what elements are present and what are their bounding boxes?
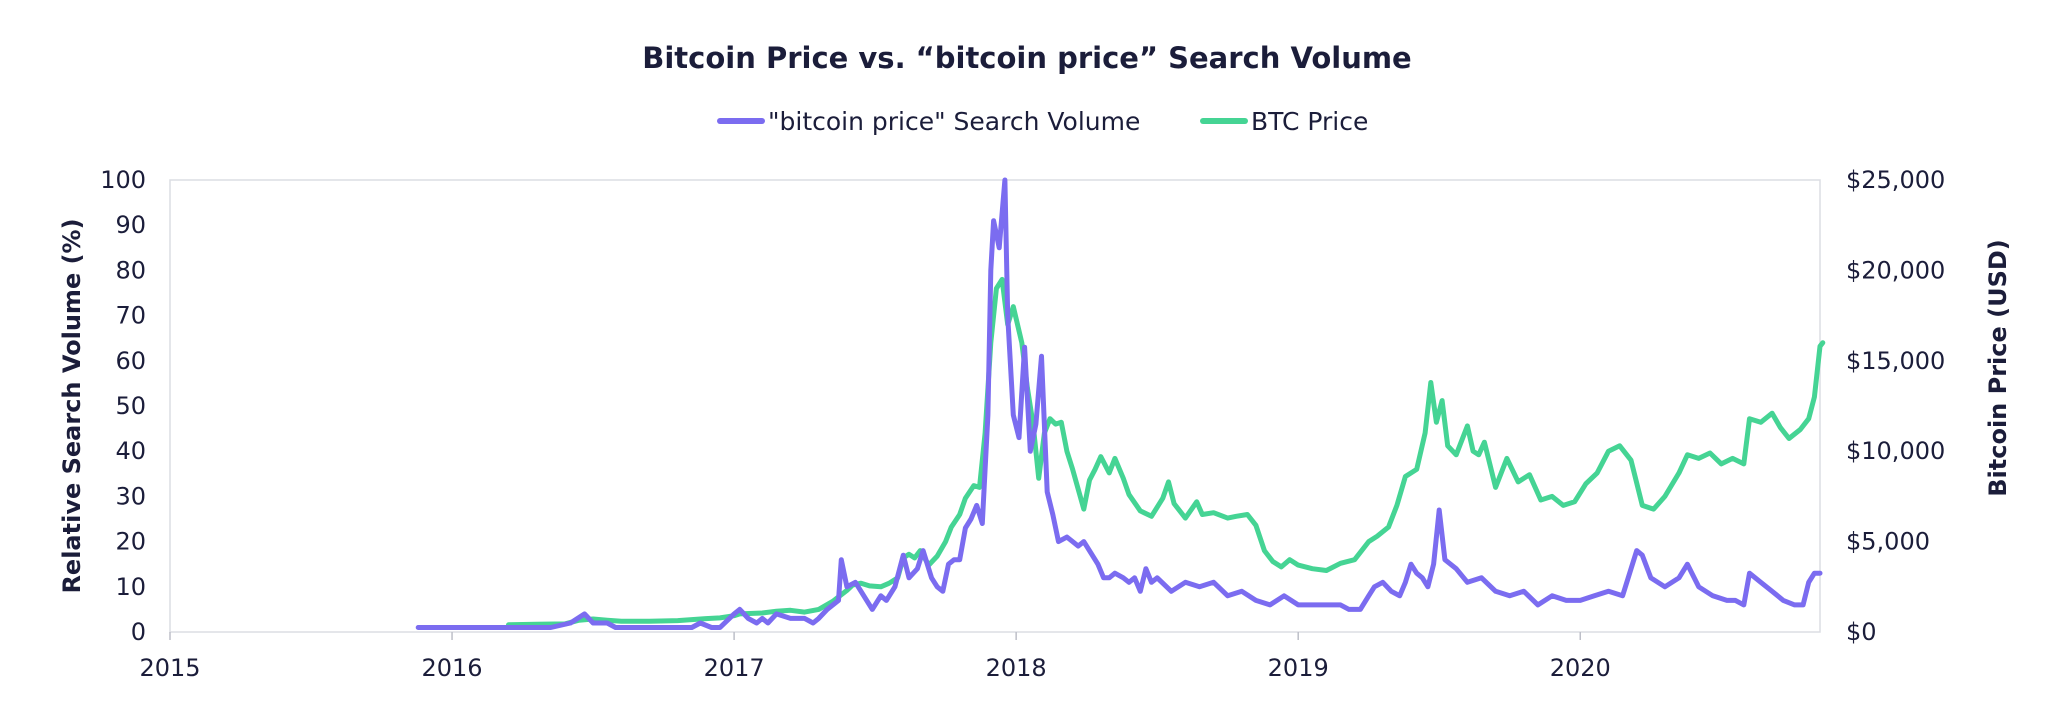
left-tick-label: 50	[115, 392, 146, 420]
right-tick-label: $25,000	[1846, 166, 1945, 194]
right-tick-label: $15,000	[1846, 347, 1945, 375]
left-tick-label: 20	[115, 528, 146, 556]
left-axis-label: Relative Search Volume (%)	[58, 218, 86, 593]
right-tick-label: $20,000	[1846, 256, 1945, 284]
left-tick-label: 10	[115, 573, 146, 601]
legend-label-search-volume: "bitcoin price" Search Volume	[768, 107, 1140, 136]
left-axis-ticks: 0 10 20 30 40 50 60 70 80 90 100	[100, 166, 146, 646]
btc-price-line	[506, 276, 1826, 628]
left-tick-label: 60	[115, 347, 146, 375]
left-tick-label: 0	[131, 618, 146, 646]
left-tick-label: 80	[115, 256, 146, 284]
left-tick-label: 90	[115, 211, 146, 239]
x-tick-label: 2019	[1268, 654, 1329, 682]
x-tick-label: 2016	[422, 654, 483, 682]
x-axis-ticks: 2015 2016 2017 2018 2019 2020	[139, 632, 1611, 682]
x-tick-label: 2020	[1550, 654, 1611, 682]
left-tick-label: 40	[115, 437, 146, 465]
series-group	[415, 177, 1826, 630]
right-tick-label: $0	[1846, 618, 1877, 646]
chart-title: Bitcoin Price vs. “bitcoin price” Search…	[642, 41, 1411, 75]
x-tick-label: 2018	[986, 654, 1047, 682]
x-tick-label: 2015	[139, 654, 200, 682]
right-tick-label: $5,000	[1846, 528, 1930, 556]
left-tick-label: 30	[115, 482, 146, 510]
x-tick-label: 2017	[704, 654, 765, 682]
right-axis-label: Bitcoin Price (USD)	[1984, 239, 2012, 497]
right-tick-label: $10,000	[1846, 437, 1945, 465]
left-tick-label: 100	[100, 166, 146, 194]
plot-area	[169, 179, 1821, 633]
left-tick-label: 70	[115, 302, 146, 330]
search-volume-line	[415, 177, 1823, 630]
legend-label-btc-price: BTC Price	[1251, 107, 1368, 136]
legend: "bitcoin price" Search Volume BTC Price	[717, 107, 1368, 136]
right-axis-ticks: $0 $5,000 $10,000 $15,000 $20,000 $25,000	[1846, 166, 1945, 646]
